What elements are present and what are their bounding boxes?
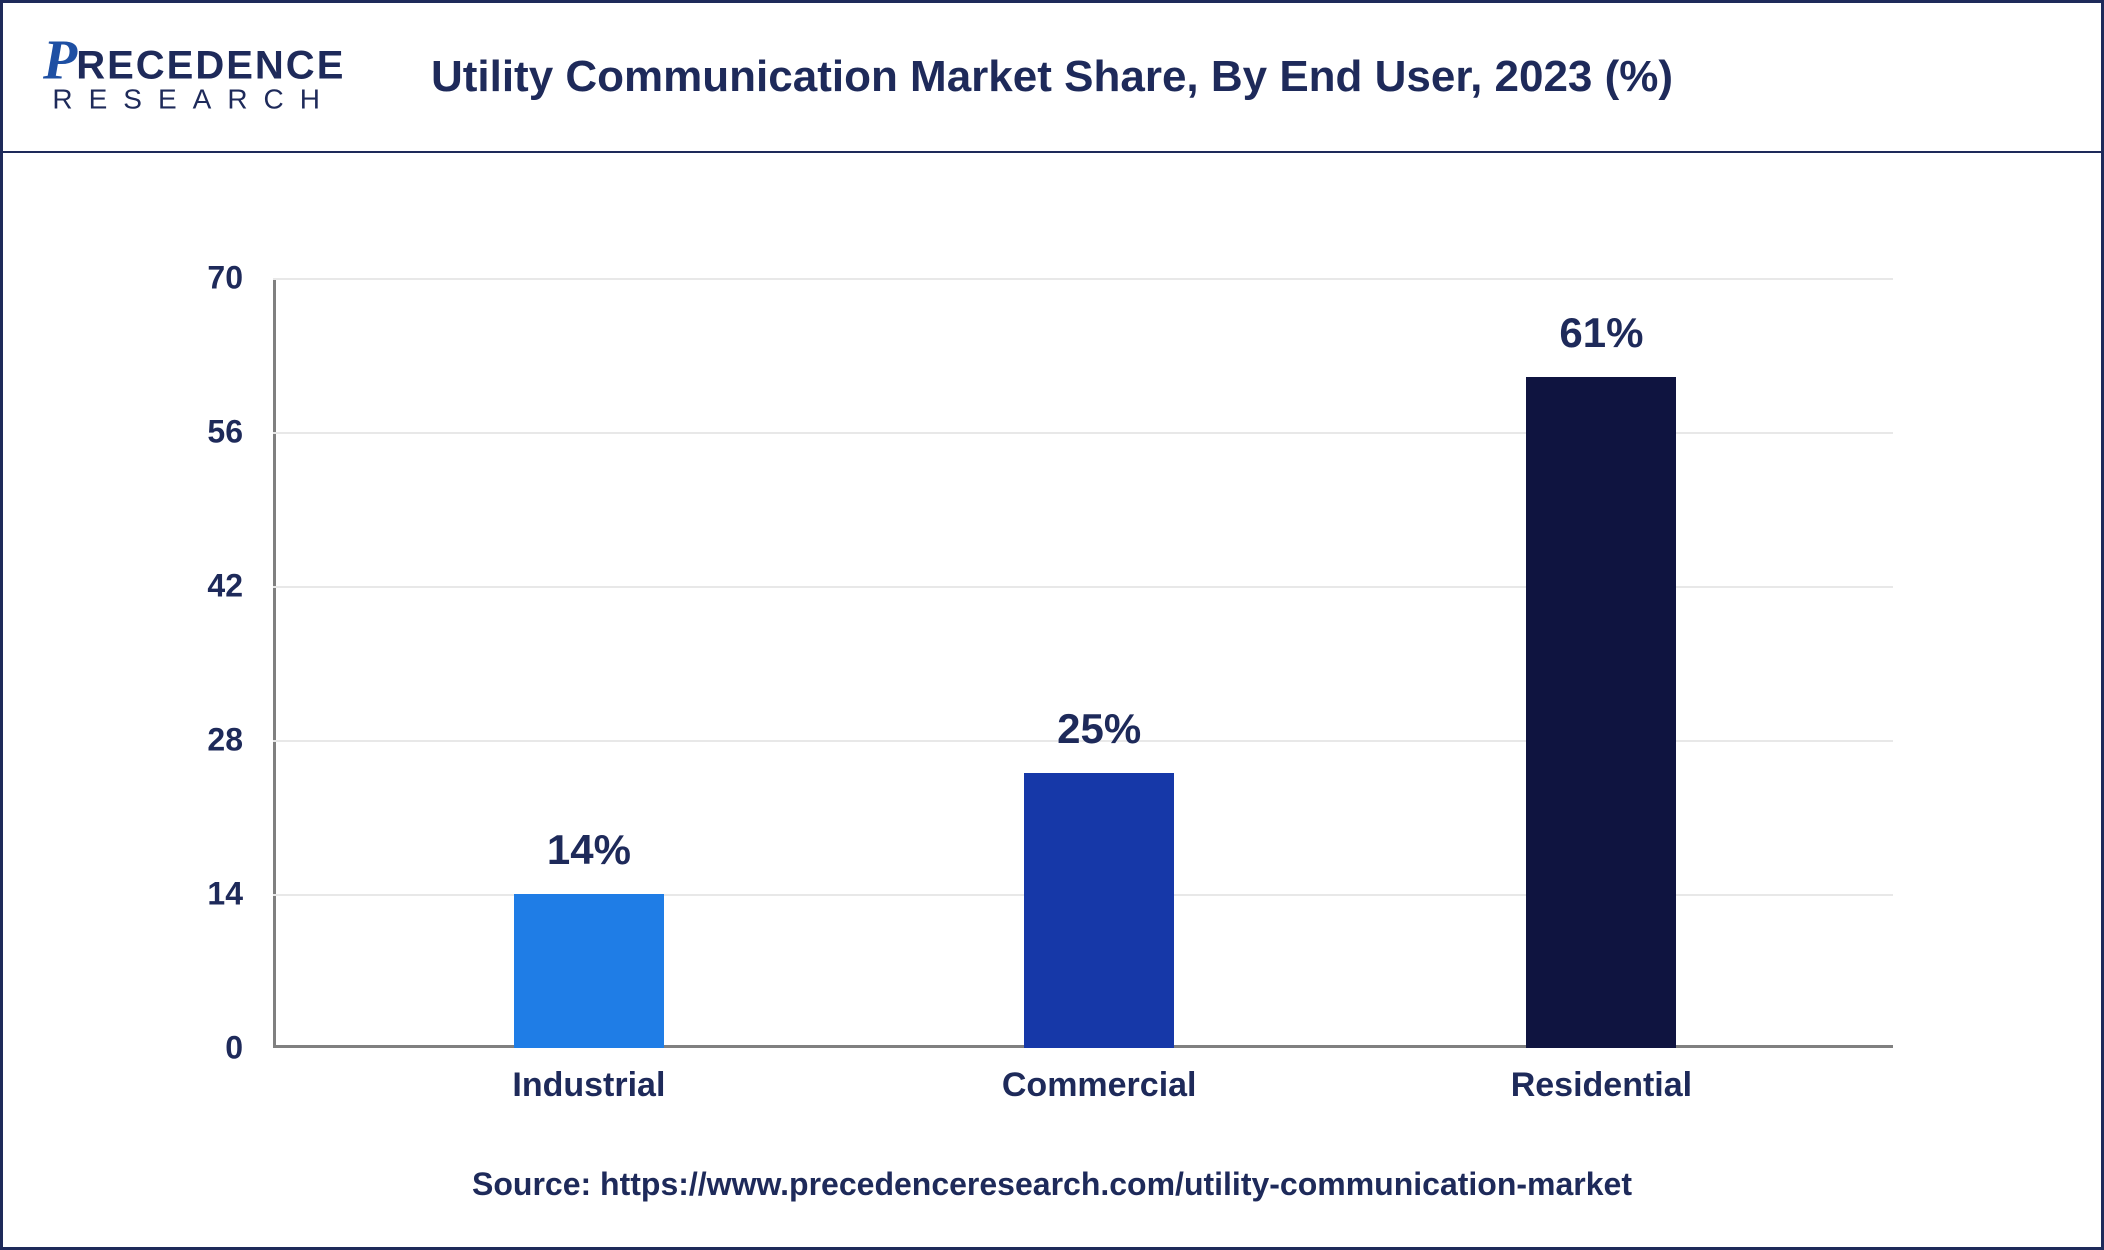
- y-tick-label: 28: [163, 722, 243, 759]
- y-tick-label: 0: [163, 1030, 243, 1067]
- logo-wordmark: P RECEDENCE: [43, 39, 345, 86]
- bar-value-label: 25%: [1057, 705, 1141, 753]
- brand-logo: P RECEDENCE RESEARCH: [43, 39, 345, 116]
- source-citation: Source: https://www.precedenceresearch.c…: [3, 1166, 2101, 1203]
- bar: 61%: [1526, 377, 1676, 1048]
- y-axis-line: [273, 278, 276, 1048]
- gridline: [273, 278, 1893, 280]
- logo-subtext: RESEARCH: [52, 84, 336, 116]
- bar: 14%: [514, 894, 664, 1048]
- y-tick-label: 42: [163, 568, 243, 605]
- y-tick-label: 70: [163, 260, 243, 297]
- bar: 25%: [1024, 773, 1174, 1048]
- x-tick-label: Commercial: [1002, 1066, 1197, 1105]
- chart-title: Utility Communication Market Share, By E…: [43, 52, 2061, 102]
- x-tick-label: Residential: [1511, 1066, 1692, 1105]
- logo-rest: RECEDENCE: [76, 46, 345, 86]
- chart-card: P RECEDENCE RESEARCH Utility Communicati…: [0, 0, 2104, 1250]
- bar-value-label: 14%: [547, 826, 631, 874]
- logo-initial: P: [43, 39, 78, 84]
- bar-value-label: 61%: [1559, 309, 1643, 357]
- x-tick-label: Industrial: [512, 1066, 665, 1105]
- plot-area: 0142842567014%Industrial25%Commercial61%…: [273, 278, 1893, 1048]
- chart-body: 0 14 28 42 56 70 14% Industrial 25% Commercial 61%…: [3, 173, 2101, 1247]
- y-tick-label: 14: [163, 876, 243, 913]
- y-tick-label: 56: [163, 414, 243, 451]
- header: P RECEDENCE RESEARCH Utility Communicati…: [3, 3, 2101, 153]
